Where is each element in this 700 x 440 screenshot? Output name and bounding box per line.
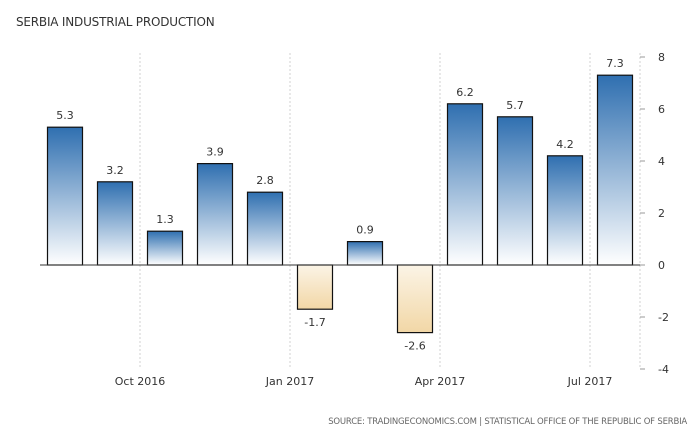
y-tick-label-6: -4 — [658, 363, 669, 376]
bar-5 — [296, 264, 334, 310]
bar-7 — [396, 264, 434, 334]
chart-title: SERBIA INDUSTRIAL PRODUCTION — [16, 15, 215, 29]
data-label-7: -2.6 — [404, 340, 425, 353]
y-tick-label-1: 6 — [658, 103, 665, 116]
bar-4 — [246, 191, 284, 266]
data-label-5: -1.7 — [304, 316, 325, 329]
bar-8 — [446, 103, 484, 266]
data-label-6: 0.9 — [356, 224, 374, 237]
data-label-9: 5.7 — [506, 99, 524, 112]
data-label-3: 3.9 — [206, 146, 224, 159]
y-axis: 8 6 4 2 0 -2 -4 — [640, 51, 669, 376]
y-tick-label-3: 2 — [658, 207, 665, 220]
bar-3 — [196, 163, 234, 266]
data-label-11: 7.3 — [606, 57, 624, 70]
y-tick-label-2: 4 — [658, 155, 665, 168]
x-tick-label-3: Jul 2017 — [567, 375, 613, 388]
x-tick-label-1: Jan 2017 — [265, 375, 314, 388]
bar-9 — [496, 116, 534, 266]
y-tick-label-0: 8 — [658, 51, 665, 64]
data-label-0: 5.3 — [56, 109, 74, 122]
data-label-10: 4.2 — [556, 138, 574, 151]
data-label-1: 3.2 — [106, 164, 124, 177]
x-axis: Oct 2016 Jan 2017 Apr 2017 Jul 2017 — [115, 375, 613, 388]
y-tick-label-5: -2 — [658, 311, 669, 324]
x-tick-label-2: Apr 2017 — [415, 375, 466, 388]
bars — [40, 74, 640, 334]
data-label-8: 6.2 — [456, 86, 474, 99]
bar-0 — [46, 126, 84, 266]
gridlines — [139, 53, 641, 369]
bar-2 — [146, 230, 184, 266]
bar-11 — [596, 74, 634, 266]
source-note: SOURCE: TRADINGECONOMICS.COM | STATISTIC… — [328, 417, 687, 427]
y-tick-label-4: 0 — [658, 259, 665, 272]
data-labels: 5.3 3.2 1.3 3.9 2.8 -1.7 0.9 -2.6 6.2 5.7 4.2 7.3 — [56, 57, 624, 352]
bar-1 — [96, 181, 134, 266]
bar-10 — [546, 155, 584, 266]
data-label-2: 1.3 — [156, 213, 174, 226]
data-label-4: 2.8 — [256, 174, 274, 187]
bar-6 — [346, 241, 384, 266]
x-tick-label-0: Oct 2016 — [115, 375, 166, 388]
